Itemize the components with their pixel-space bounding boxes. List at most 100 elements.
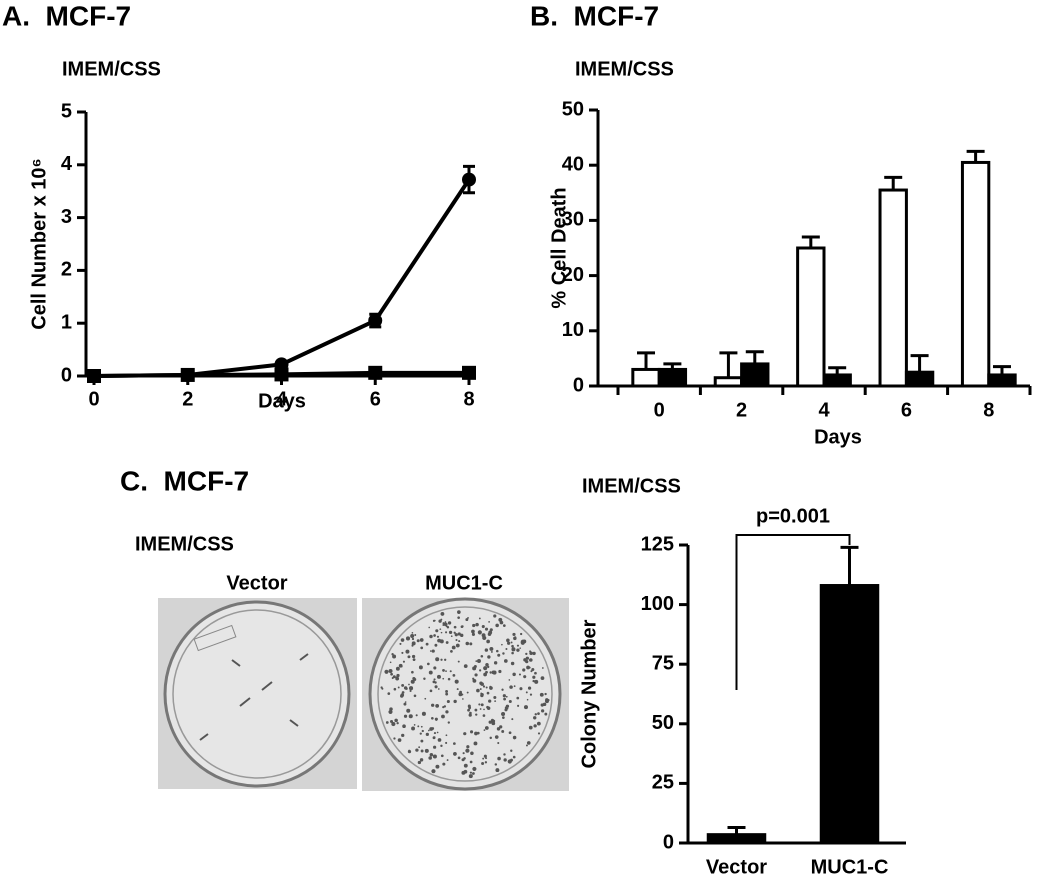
colony-speck xyxy=(511,647,516,652)
colony-speck xyxy=(409,689,412,693)
colony-speck xyxy=(532,675,536,679)
colony-speck xyxy=(431,769,436,774)
colony-speck xyxy=(436,731,439,734)
colony-speck xyxy=(483,708,485,711)
colony-speck xyxy=(480,703,484,707)
colony-speck xyxy=(484,648,489,652)
colony-speck xyxy=(396,722,399,725)
colony-speck xyxy=(469,711,472,715)
colony-speck xyxy=(519,632,523,636)
colony-speck xyxy=(527,686,532,690)
colony-speck xyxy=(519,687,523,691)
colony-speck xyxy=(432,680,436,684)
colony-speck xyxy=(395,676,398,679)
colony-speck xyxy=(482,757,485,760)
y-tick-label: 0 xyxy=(573,374,584,396)
colony-speck xyxy=(421,711,426,716)
y-axis-label: Colony Number xyxy=(578,619,600,768)
bar xyxy=(822,373,852,388)
colony-speck xyxy=(433,732,437,735)
significance-bracket xyxy=(735,534,851,690)
colony-speck xyxy=(435,629,439,633)
x-tick-label: 8 xyxy=(463,388,474,410)
colony-speck xyxy=(513,685,516,688)
colony-speck xyxy=(511,718,514,721)
colony-speck xyxy=(502,694,506,698)
colony-speck xyxy=(525,744,528,747)
colony-speck xyxy=(403,714,408,718)
colony-speck xyxy=(477,659,481,663)
colony-speck xyxy=(450,650,453,653)
colony-speck xyxy=(541,667,544,669)
colony-speck xyxy=(432,754,437,759)
colony-speck xyxy=(506,638,510,643)
x-axis-label: Days xyxy=(814,426,862,448)
colony-speck xyxy=(503,758,507,762)
colony-speck xyxy=(442,762,446,766)
colony-speck xyxy=(408,655,411,658)
colony-speck xyxy=(466,691,469,694)
colony-speck xyxy=(501,711,506,717)
x-tick-label: 0 xyxy=(88,388,99,410)
panel-subtitle: IMEM/CSS xyxy=(582,475,681,497)
colony-speck xyxy=(453,631,456,634)
bar xyxy=(657,367,688,388)
colony-speck xyxy=(486,639,490,644)
colony-speck xyxy=(480,693,484,698)
y-axis-label: % Cell Death xyxy=(548,187,570,308)
colony-speck xyxy=(480,682,484,686)
colony-speck xyxy=(445,710,449,714)
y-tick-label: 75 xyxy=(652,652,674,674)
colony-speck xyxy=(397,738,402,742)
colony-speck xyxy=(420,739,424,743)
x-tick-label: 0 xyxy=(654,399,665,421)
colony-speck xyxy=(413,694,417,698)
colony-speck xyxy=(520,640,525,645)
colony-speck xyxy=(411,670,414,674)
colony-speck xyxy=(533,724,537,728)
colony-speck xyxy=(511,651,514,655)
colony-speck xyxy=(446,759,449,761)
colony-speck xyxy=(432,619,436,622)
bar xyxy=(878,188,908,388)
colony-speck xyxy=(474,673,478,677)
y-tick-label: 2 xyxy=(61,259,72,281)
colony-speck xyxy=(431,727,435,730)
colony-speck xyxy=(532,651,536,656)
colony-speck xyxy=(391,676,394,680)
colony-speck xyxy=(436,635,440,638)
colony-speck xyxy=(439,628,442,631)
colony-speck xyxy=(534,671,537,675)
colony-speck xyxy=(496,649,499,653)
colony-speck xyxy=(420,749,424,753)
point xyxy=(274,367,289,382)
colony-speck xyxy=(411,726,415,731)
y-tick-label: 0 xyxy=(663,831,674,853)
colony-speck xyxy=(463,763,468,768)
colony-speck xyxy=(406,708,411,713)
colony-speck xyxy=(437,639,440,642)
colony-speck xyxy=(507,641,511,645)
colony-speck xyxy=(420,725,423,728)
colony-speck xyxy=(472,678,477,683)
colony-speck xyxy=(405,687,408,690)
colony-speck xyxy=(455,638,458,642)
colony-speck xyxy=(458,692,463,697)
colony-speck xyxy=(522,668,526,672)
colony-speck xyxy=(457,756,461,760)
colony-speck xyxy=(454,633,458,637)
colony-speck xyxy=(401,683,405,687)
colony-speck xyxy=(484,627,489,631)
x-tick-label: 6 xyxy=(901,399,912,421)
colony-speck xyxy=(526,741,531,745)
colony-speck xyxy=(433,634,436,637)
colony-speck xyxy=(391,721,396,727)
colony-speck xyxy=(467,708,470,712)
colony-speck xyxy=(387,692,391,695)
colony-speck xyxy=(437,688,440,690)
bar xyxy=(631,367,661,388)
colony-speck xyxy=(461,693,464,696)
colony-speck xyxy=(526,665,530,670)
colony-speck xyxy=(501,730,505,733)
colony-speck xyxy=(486,705,489,709)
